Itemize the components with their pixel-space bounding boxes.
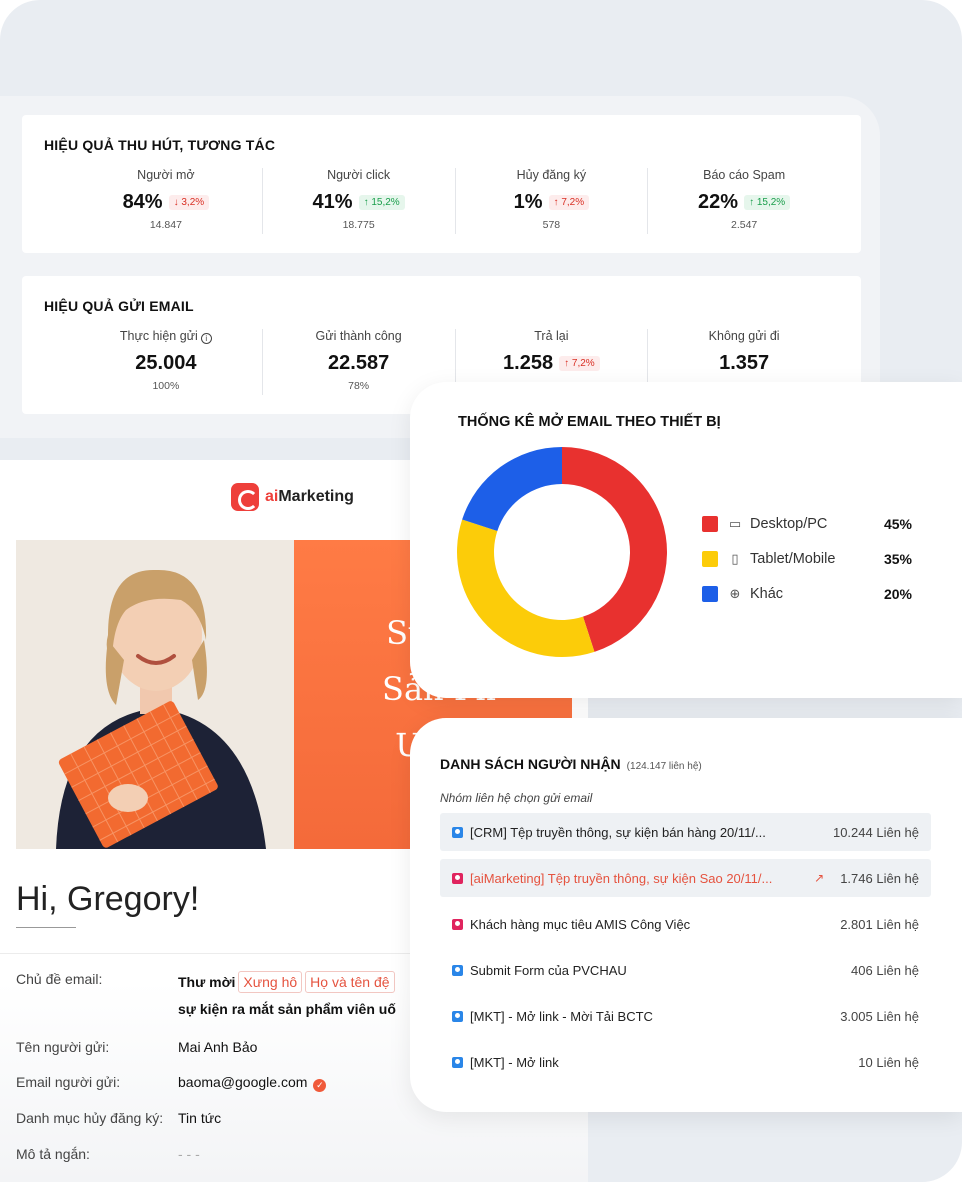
arrow-down-icon: ↓ xyxy=(173,196,179,208)
recipients-panel: DANH SÁCH NGƯỜI NHẬN (124.147 liên hệ) Nh… xyxy=(410,718,962,1112)
legend-swatch xyxy=(702,585,718,602)
subject-label: Chủ đề email: xyxy=(16,971,103,987)
unsubscribe-value: Tin tức xyxy=(178,1110,222,1126)
metric-bounced: Trả lại 1.258 ↑ 7,2% xyxy=(454,329,648,395)
engagement-card: HIỆU QUẢ THU HÚT, TƯƠNG TÁC Người mở 84%… xyxy=(22,115,861,253)
legend-label: Tablet/Mobile xyxy=(750,550,836,567)
legend-mobile: ▯ Tablet/Mobile 35% xyxy=(702,541,912,576)
unsubscribe-label: Danh mục hủy đăng ký: xyxy=(16,1110,164,1126)
metric-unsubscribes: Hủy đăng ký 1% ↑ 7,2% 578 xyxy=(454,168,648,234)
sender-email-label: Email người gửi: xyxy=(16,1074,121,1090)
mobile-icon: ▯ xyxy=(731,550,739,566)
metric-clicks: Người click 41% ↑ 15,2% 18.775 xyxy=(261,168,455,234)
banner-photo xyxy=(16,540,294,849)
globe-icon: ⊕ xyxy=(729,585,741,601)
legend-pct: 35% xyxy=(883,550,912,567)
change-badge: ↑ 7,2% xyxy=(548,194,590,210)
list-item[interactable]: Khách hàng mục tiêu AMIS Công Việc 2.801… xyxy=(440,905,931,943)
donut-slice-tablet-mobile xyxy=(457,519,595,657)
device-title: THỐNG KÊ MỞ EMAIL THEO THIẾT BỊ xyxy=(458,414,721,430)
sending-title: HIỆU QUẢ GỬI EMAIL xyxy=(44,298,194,314)
change-badge: ↑ 7,2% xyxy=(559,355,600,371)
contact-group-icon xyxy=(452,1010,463,1022)
personalization-tag[interactable]: Họ và tên đệ xyxy=(305,971,395,993)
metric-delivered: Gửi thành công 22.587 78% xyxy=(261,329,455,395)
sender-label: Tên người gửi: xyxy=(16,1039,110,1055)
sender-email-value: baoma@google.com ✓ xyxy=(178,1074,327,1092)
recipients-list: [CRM] Tệp truyền thông, sự kiện bán hàng… xyxy=(440,813,931,1089)
device-stats-panel: THỐNG KÊ MỞ EMAIL THEO THIẾT BỊ ▭ Deskto… xyxy=(410,382,962,698)
arrow-up-icon: ↑ xyxy=(564,357,570,369)
recipients-count: (124.147 liên hệ) xyxy=(626,761,702,772)
external-link-icon[interactable]: ↗ xyxy=(814,871,825,885)
contact-group-icon xyxy=(452,964,463,976)
recipients-title: DANH SÁCH NGƯỜI NHẬN (124.147 liên hệ) xyxy=(440,756,702,772)
legend-swatch xyxy=(702,515,718,532)
arrow-up-icon: ↑ xyxy=(553,196,559,208)
metric-spam: Báo cáo Spam 22% ↑ 15,2% 2.547 xyxy=(647,168,840,234)
sender-value: Mai Anh Bảo xyxy=(178,1039,258,1055)
contact-group-icon xyxy=(452,1056,463,1068)
change-badge: ↓ 3,2% xyxy=(168,194,210,210)
brand-logo: aiMarketing xyxy=(231,483,354,511)
change-badge: ↑ 15,2% xyxy=(744,194,791,210)
donut-slice-desktop-pc xyxy=(562,447,667,652)
greeting: Hi, Gregory! xyxy=(16,880,200,918)
metric-not-sent: Không gửi đi 1.357 xyxy=(647,329,840,395)
list-item[interactable]: [CRM] Tệp truyền thông, sự kiện bán hàng… xyxy=(440,813,931,851)
metric-sent: Thực hiện gửi i 25.004 100% xyxy=(70,329,262,395)
legend-desktop: ▭ Desktop/PC 45% xyxy=(702,506,912,541)
description-label: Mô tả ngắn: xyxy=(16,1146,90,1162)
arrow-up-icon: ↑ xyxy=(749,196,755,208)
subject-value: Thư mời Xưng hô Họ và tên đệ xyxy=(178,971,395,993)
engagement-title: HIỆU QUẢ THU HÚT, TƯƠNG TÁC xyxy=(44,137,276,153)
device-legend: ▭ Desktop/PC 45% ▯ Tablet/Mobile 35% ⊕ K… xyxy=(702,506,912,611)
list-item[interactable]: [aiMarketing] Tệp truyền thông, sự kiện … xyxy=(440,859,931,897)
verified-icon: ✓ xyxy=(313,1079,327,1092)
device-donut-chart xyxy=(457,447,667,657)
legend-pct: 45% xyxy=(883,515,912,532)
recipients-subtitle: Nhóm liên hệ chọn gửi email xyxy=(440,791,593,805)
logo-icon xyxy=(231,483,259,511)
list-item[interactable]: Submit Form của PVCHAU 406 Liên hệ xyxy=(440,951,931,989)
contact-group-icon xyxy=(452,826,463,838)
info-icon[interactable]: i xyxy=(200,333,212,344)
list-item[interactable]: [MKT] - Mở link 10 Liên hệ xyxy=(440,1043,931,1081)
change-badge: ↑ 15,2% xyxy=(358,194,405,210)
contact-group-icon xyxy=(452,872,463,884)
subject-line-2: sự kiện ra mắt sản phẩm viên uố xyxy=(178,1001,396,1017)
monitor-icon: ▭ xyxy=(728,515,742,531)
description-value: - - - xyxy=(178,1146,200,1162)
legend-other: ⊕ Khác 20% xyxy=(702,576,912,611)
personalization-tag[interactable]: Xưng hô xyxy=(238,971,303,993)
arrow-up-icon: ↑ xyxy=(363,196,369,208)
metric-opens: Người mở 84% ↓ 3,2% 14.847 xyxy=(70,168,262,234)
donut-slice-kh-c xyxy=(462,447,562,531)
list-item[interactable]: [MKT] - Mở link - Mời Tải BCTC 3.005 Liê… xyxy=(440,997,931,1035)
legend-label: Desktop/PC xyxy=(750,515,828,532)
legend-label: Khác xyxy=(750,585,784,602)
contact-group-icon xyxy=(452,918,463,930)
legend-pct: 20% xyxy=(883,585,912,602)
legend-swatch xyxy=(702,550,718,567)
